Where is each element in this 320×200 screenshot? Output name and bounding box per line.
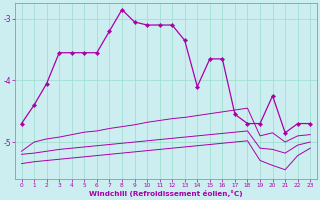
X-axis label: Windchill (Refroidissement éolien,°C): Windchill (Refroidissement éolien,°C): [89, 190, 243, 197]
